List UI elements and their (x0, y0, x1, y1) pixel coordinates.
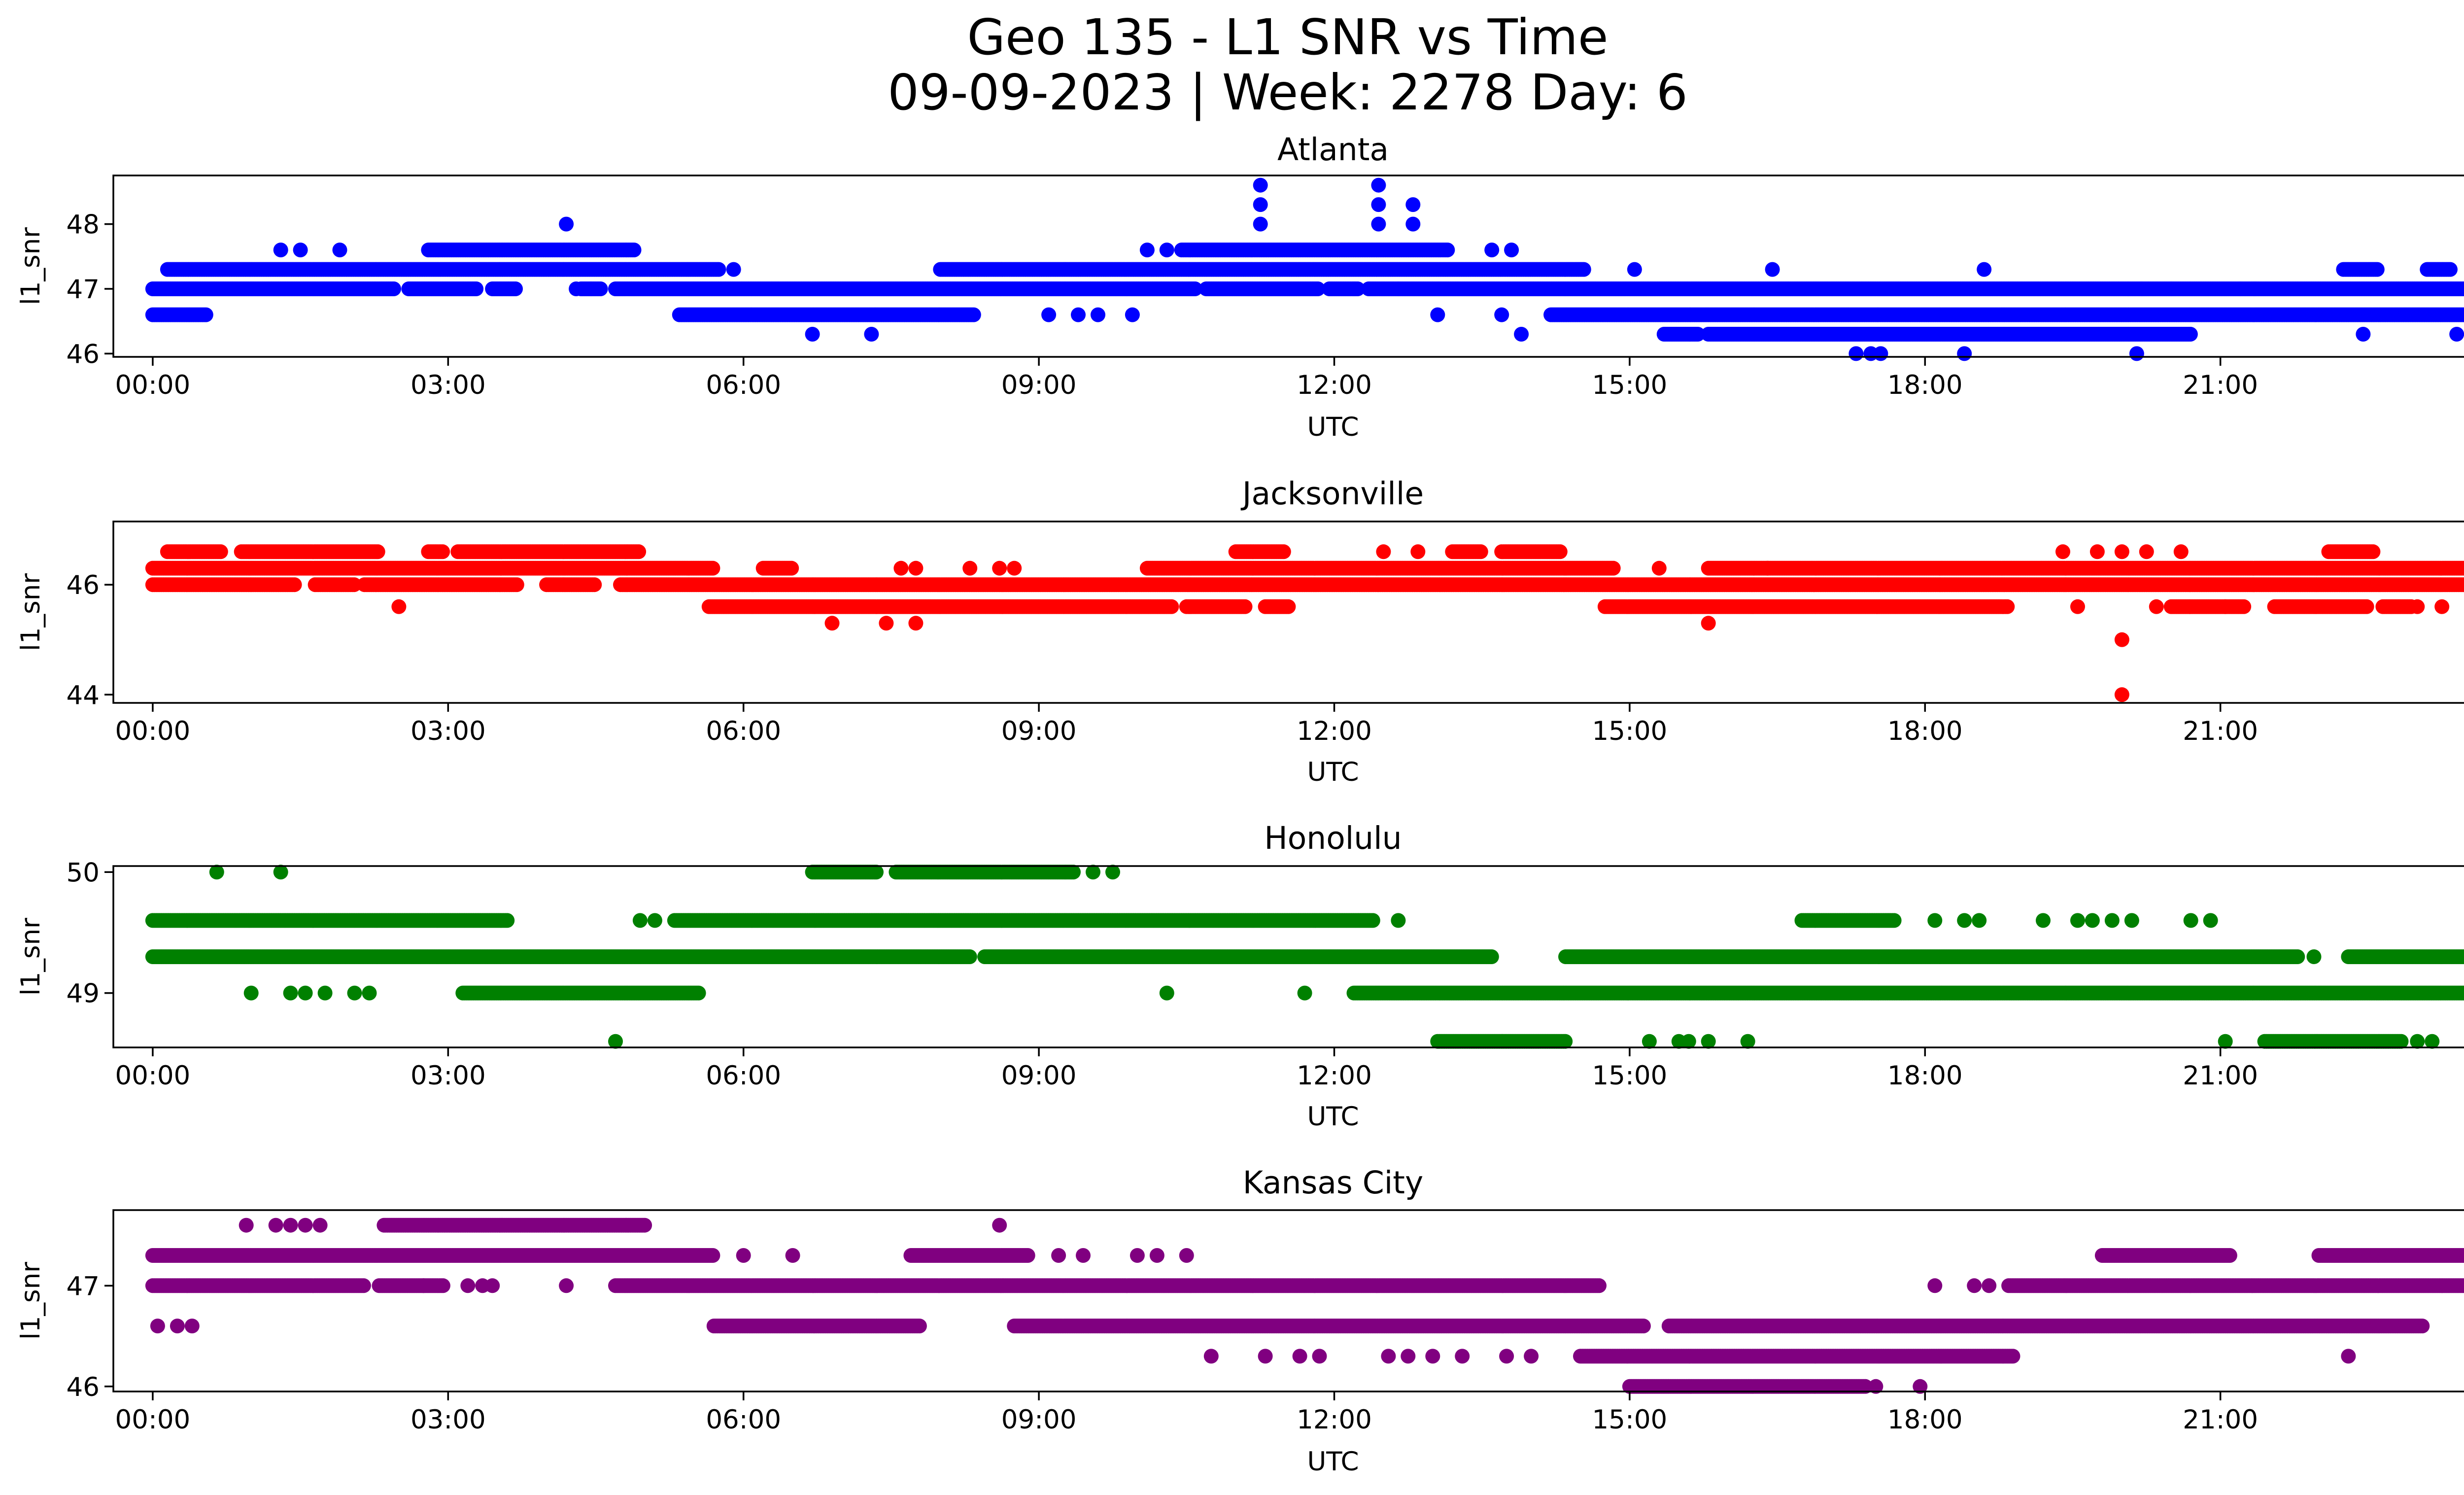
y-tick-label: 48 (67, 210, 100, 240)
data-point (386, 281, 401, 296)
x-axis: 00:00 03:00 06:00 09:00 12:00 15:00 18:00 21:00… (115, 357, 2258, 400)
subplot-title: Atlanta (1277, 132, 1389, 168)
data-point (559, 216, 574, 232)
data-point (1371, 177, 1386, 193)
data-point (2232, 281, 2248, 296)
x-tick-label: 18:00 (1887, 370, 1963, 400)
data-point (1405, 216, 1421, 232)
data-point (2163, 281, 2179, 296)
data-point (2443, 262, 2458, 277)
data-point (1091, 307, 1105, 322)
data-point (1484, 243, 1500, 258)
y-tick-label: 47 (67, 275, 100, 305)
data-point (1071, 307, 1086, 322)
x-tick-label: 06:00 (706, 370, 781, 400)
data-point (805, 327, 820, 342)
data-point (1188, 281, 1202, 296)
data-point (626, 243, 642, 258)
data-point (2183, 327, 2198, 342)
data-point (1371, 216, 1386, 232)
data-point (1765, 262, 1780, 277)
data-point (293, 243, 308, 258)
data-point (784, 560, 799, 576)
data-point (1253, 177, 1268, 193)
data-point (587, 577, 602, 592)
data-point (1627, 262, 1642, 277)
data-point (569, 281, 584, 296)
data-point (1514, 327, 1529, 342)
data-point (2369, 262, 2385, 277)
data-point (583, 281, 598, 296)
data-point (1041, 307, 1057, 322)
data-point (1391, 281, 1406, 296)
y-axis: 46 47 48 (67, 210, 113, 369)
data-point (2247, 281, 2262, 296)
data-point (1310, 281, 1326, 296)
data-point (1494, 307, 1509, 322)
data-point (1977, 262, 1992, 277)
scatter-points (145, 177, 2464, 361)
data-point (1253, 216, 1268, 232)
data-point (1957, 346, 1972, 361)
scatter-points (145, 544, 2464, 702)
data-point (1405, 197, 1421, 212)
figure-title-line1: Geo 135 - L1 SNR vs Time (967, 8, 1608, 66)
data-point (198, 307, 213, 322)
subplot-atlanta: Atlanta 00:00 03:00 06:00 09:00 12:00 15:00 18… (16, 132, 2464, 442)
data-point (1253, 197, 1268, 212)
x-tick-label: 21:00 (2183, 370, 2258, 400)
x-tick-label: 03:00 (411, 370, 486, 400)
data-point (1125, 307, 1140, 322)
y-axis-label: l1_snr (16, 227, 46, 305)
x-axis-label: UTC (1307, 412, 1359, 442)
data-point (711, 262, 726, 277)
data-point (1440, 243, 1455, 258)
data-point (273, 243, 288, 258)
figure-title-line2: 09-09-2023 | Week: 2278 Day: 6 (888, 64, 1687, 121)
subplot-title: Jacksonville (1240, 476, 1424, 512)
data-point (2134, 281, 2149, 296)
data-point (1504, 243, 1519, 258)
y-tick-label: 46 (67, 339, 100, 369)
data-point (332, 243, 347, 258)
data-point (469, 281, 484, 296)
data-point (966, 307, 981, 322)
x-tick-label: 09:00 (1001, 370, 1077, 400)
data-point (726, 262, 741, 277)
data-point (1576, 262, 1591, 277)
x-tick-label: 15:00 (1592, 370, 1668, 400)
data-point (509, 577, 524, 592)
data-point (1346, 281, 1362, 296)
data-point (2129, 346, 2144, 361)
data-point (1873, 346, 1888, 361)
data-point (1371, 197, 1386, 212)
data-point (1430, 307, 1445, 322)
subplot-jacksonville: Jacksonville 00:00 03:00 06:00 09:00 12:00 15… (16, 476, 2464, 787)
data-point (1606, 560, 1621, 576)
data-point (2449, 327, 2464, 342)
data-point (1848, 346, 1864, 361)
data-point (2356, 327, 2371, 342)
data-point (287, 577, 302, 592)
x-tick-label: 00:00 (115, 370, 191, 400)
x-tick-label: 12:00 (1297, 370, 1372, 400)
data-point (1159, 243, 1174, 258)
data-point (864, 327, 879, 342)
data-point (705, 560, 720, 576)
data-point (508, 281, 523, 296)
data-point (1139, 243, 1155, 258)
